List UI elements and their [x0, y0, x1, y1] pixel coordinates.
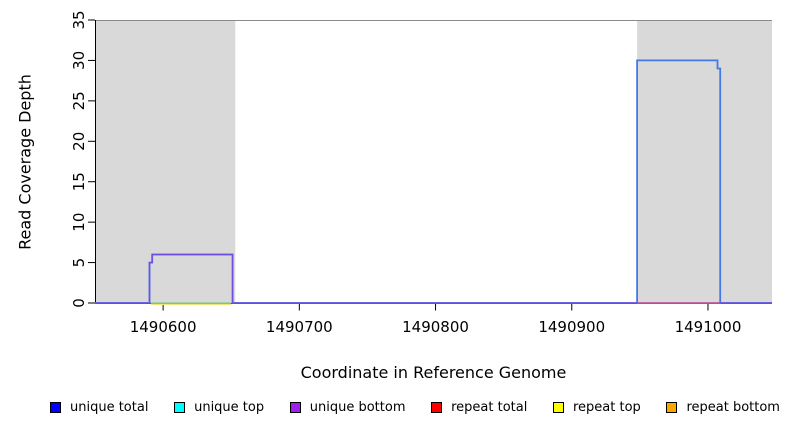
unique-total-swatch-icon — [50, 401, 61, 413]
x-tick-label: 1490700 — [266, 318, 333, 336]
y-tick-label: 20 — [70, 132, 88, 151]
y-tick-label: 5 — [70, 258, 88, 268]
x-tick-label: 1491000 — [675, 318, 742, 336]
y-tick-label: 0 — [70, 298, 88, 308]
legend-label: unique top — [194, 399, 265, 415]
legend: unique total unique top unique bottom re… — [0, 395, 792, 419]
repeat-total-swatch-icon — [431, 401, 443, 413]
legend-item-repeat-total: repeat total — [431, 400, 527, 415]
legend-item-unique-total: unique total — [50, 400, 148, 415]
unique-bottom-swatch-icon — [289, 401, 301, 413]
legend-label: unique total — [70, 399, 149, 415]
y-tick-label: 15 — [70, 172, 88, 191]
x-tick-label: 1490900 — [538, 318, 605, 336]
y-tick-label: 25 — [70, 91, 88, 110]
legend-label: unique bottom — [309, 399, 406, 415]
legend-label: repeat bottom — [686, 399, 780, 415]
legend-item-repeat-bottom: repeat bottom — [666, 400, 780, 415]
repeat-top-swatch-icon — [553, 401, 564, 413]
y-tick-label: 35 — [70, 10, 88, 29]
x-axis-title: Coordinate in Reference Genome — [300, 363, 567, 382]
legend-label: repeat top — [573, 399, 641, 415]
y-tick-label: 10 — [70, 213, 88, 232]
unique-bottom-line — [95, 253, 772, 304]
coverage-plot-canvas: 1490600 1490700 1490800 1490900 1491000 0 5 10 1… — [70, 10, 772, 336]
x-tick-label: 1490800 — [402, 318, 469, 336]
legend-item-unique-bottom: unique bottom — [289, 399, 406, 415]
y-axis-title: Read Coverage Depth — [15, 74, 35, 250]
legend-label: repeat total — [451, 399, 528, 415]
legend-item-repeat-top: repeat top — [553, 400, 641, 415]
shaded-region-right — [637, 20, 772, 303]
legend-item-unique-top: unique top — [174, 400, 264, 415]
unique-top-swatch-icon — [174, 401, 186, 413]
y-tick-label: 30 — [70, 51, 88, 70]
x-tick-label: 1490600 — [130, 318, 197, 336]
shaded-region-left — [95, 20, 236, 303]
repeat-bottom-swatch-icon — [666, 401, 678, 413]
